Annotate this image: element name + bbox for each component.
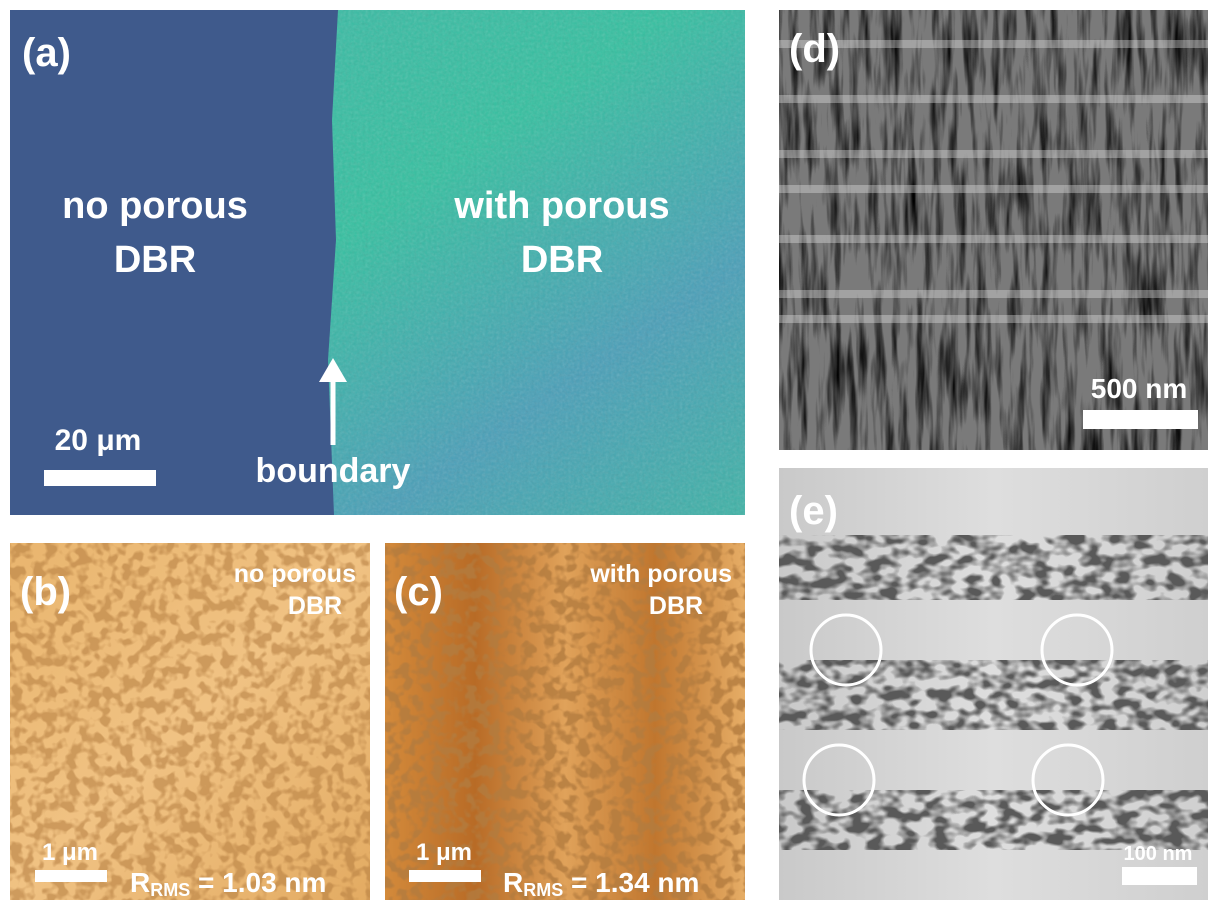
roughness-symbol: R: [130, 867, 150, 898]
sample-label: with porous: [589, 560, 732, 588]
panel-label: (a): [22, 31, 71, 75]
region-label: DBR: [521, 239, 603, 281]
arrow-label: boundary: [256, 452, 411, 490]
scale-label: 20 μm: [55, 424, 142, 457]
porous-layer: [779, 535, 1208, 600]
region-label: DBR: [114, 239, 196, 281]
scale-bar: [44, 470, 156, 486]
panel-c: (c) with porous DBR 1 μm RRMS = 1.34 nm: [385, 543, 745, 900]
figure: (a) no porous DBR with porous DBR 20 μm …: [0, 0, 1208, 900]
scale-label: 1 μm: [416, 839, 472, 866]
porous-layer: [779, 790, 1208, 850]
scale-bar: [409, 870, 481, 882]
roughness-value: = 1.03 nm: [190, 867, 326, 898]
scale-label: 1 μm: [42, 839, 98, 866]
roughness-subscript: RMS: [523, 880, 563, 900]
panel-d: (d) 500 nm: [779, 10, 1208, 450]
scale-bar: [1083, 410, 1198, 429]
scale-label: 500 nm: [1091, 373, 1188, 404]
panel-a: (a) no porous DBR with porous DBR 20 μm …: [10, 10, 745, 515]
scale-bar: [35, 870, 107, 882]
panel-label: (d): [789, 27, 840, 71]
panel-label: (c): [394, 570, 443, 614]
panel-e: (e) 100 nm: [779, 468, 1208, 900]
scale-bar: [1122, 867, 1197, 885]
panel-label: (b): [20, 570, 71, 614]
roughness-subscript: RMS: [150, 880, 190, 900]
region-label: with porous: [453, 185, 669, 227]
porous-layer: [779, 660, 1208, 730]
panel-b: (b) no porous DBR 1 μm RRMS = 1.03 nm: [10, 543, 370, 900]
sample-label: DBR: [288, 592, 342, 620]
page: (a) no porous DBR with porous DBR 20 μm …: [0, 0, 1208, 900]
panel-label: (e): [789, 489, 838, 533]
roughness-value: = 1.34 nm: [563, 867, 699, 898]
scale-label: 100 nm: [1124, 843, 1193, 865]
region-label: no porous: [62, 185, 248, 227]
sample-label: DBR: [649, 592, 703, 620]
roughness-symbol: R: [503, 867, 523, 898]
sample-label: no porous: [234, 560, 356, 588]
